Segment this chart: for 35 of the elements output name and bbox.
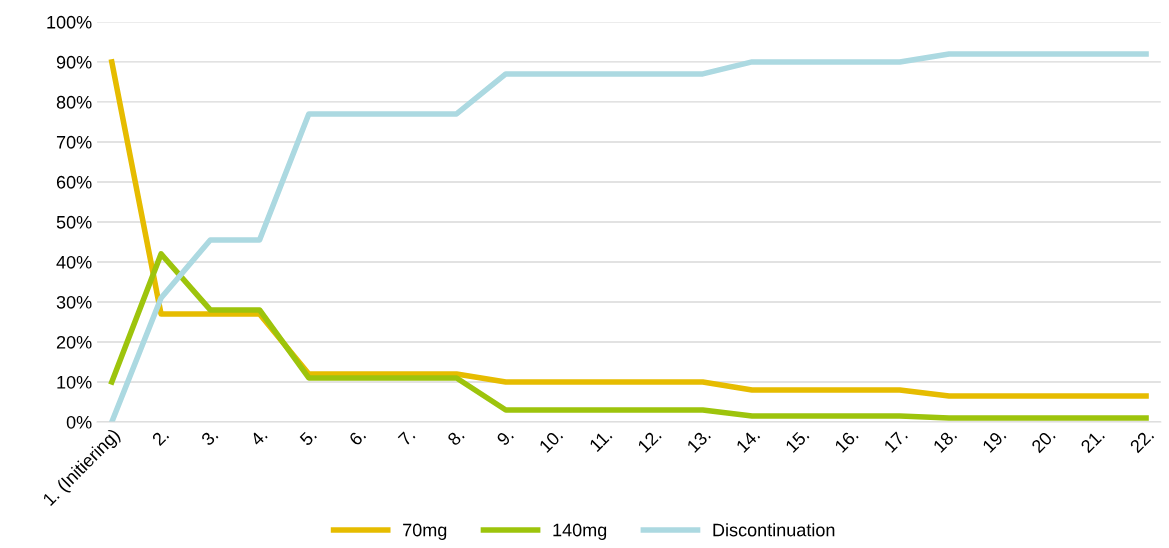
y-tick-label: 10% <box>57 375 92 389</box>
x-tick-label: 18. <box>932 428 958 453</box>
x-tick-label: 17. <box>883 428 908 453</box>
x-tick-label: 9. <box>496 428 515 447</box>
y-tick-label: 40% <box>56 255 92 269</box>
x-tick-label: 12. <box>637 428 662 453</box>
y-tick-label: 20% <box>56 335 92 349</box>
x-tick-label: 2. <box>151 428 170 447</box>
legend-label: 140mg <box>553 523 607 540</box>
x-tick-label: 19. <box>981 428 1007 453</box>
x-tick-label: 3. <box>200 428 219 447</box>
x-tick-label: 20. <box>1030 428 1056 454</box>
legend-label: Discontinuation <box>713 523 835 537</box>
x-tick-label: 21. <box>1080 428 1105 454</box>
x-tick-label: 15. <box>784 428 810 453</box>
x-tick-label: 8. <box>446 428 465 447</box>
x-tick-label: 13. <box>686 428 712 453</box>
x-tick-label: 14. <box>735 428 761 453</box>
x-tick-label: 10. <box>538 428 564 453</box>
y-tick-label: 0% <box>66 415 92 429</box>
x-tick-label: 6. <box>348 428 367 447</box>
y-tick-label: 90% <box>56 55 92 69</box>
x-tick-label: 16. <box>834 428 859 453</box>
x-tick-label: 5. <box>299 428 318 447</box>
x-tick-label: 4. <box>249 428 268 447</box>
x-tick-label: 22. <box>1129 428 1155 454</box>
x-tick-label: 7. <box>397 428 416 447</box>
y-tick-label: 70% <box>56 135 92 149</box>
y-tick-label: 50% <box>56 215 92 229</box>
y-tick-label: 100% <box>47 15 92 29</box>
y-tick-label: 30% <box>56 295 92 309</box>
x-tick-label: 11. <box>588 428 613 452</box>
legend-label: 70mg <box>403 523 447 540</box>
y-tick-label: 60% <box>56 175 92 189</box>
y-tick-label: 80% <box>56 95 92 109</box>
